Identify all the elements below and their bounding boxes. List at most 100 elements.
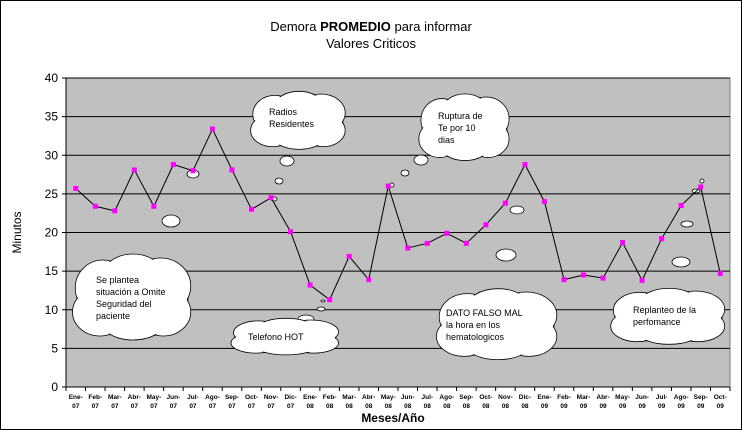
x-tick-label: 09 [619, 403, 627, 410]
data-point [405, 245, 411, 251]
x-tick-label: 08 [307, 403, 315, 410]
cloud-puff [161, 214, 181, 228]
x-tick-label: Mar- [342, 394, 356, 401]
x-tick-label: May- [146, 394, 161, 401]
annotation-text: paciente [96, 311, 130, 321]
x-tick-label: 07 [131, 403, 139, 410]
data-point [151, 203, 157, 209]
data-point [600, 275, 606, 281]
data-point [483, 222, 489, 228]
x-tick-label: Ago- [205, 394, 220, 401]
data-point [229, 167, 235, 173]
cloud-puff [671, 256, 691, 268]
data-point [170, 162, 176, 168]
data-point [385, 183, 391, 189]
y-tick-label: 5 [51, 341, 58, 355]
data-point [659, 236, 665, 242]
x-tick-label: Jul- [656, 394, 668, 401]
x-tick-label: 09 [560, 403, 568, 410]
cloud-fill [257, 338, 315, 354]
x-tick-label: 07 [170, 403, 178, 410]
y-tick-label: 25 [45, 187, 59, 201]
data-point [268, 195, 274, 201]
data-point [561, 277, 567, 283]
data-point [346, 253, 352, 259]
y-tick-label: 15 [45, 264, 59, 278]
x-tick-label: May- [381, 394, 396, 401]
x-tick-label: Ene- [537, 394, 551, 401]
x-tick-label: 07 [72, 403, 80, 410]
x-tick-label: 08 [346, 403, 354, 410]
annotation-cloud: Replanteo de la perfomance [610, 288, 726, 345]
cloud-puff [413, 154, 429, 166]
cloud-fill [640, 289, 698, 317]
x-tick-label: May- [615, 394, 630, 401]
data-point [522, 162, 528, 168]
x-tick-label: 08 [326, 403, 334, 410]
annotation-text: Ruptura de [438, 111, 483, 121]
cloud-puff [400, 169, 410, 177]
x-tick-label: Mar- [108, 394, 122, 401]
data-point [717, 270, 723, 276]
x-tick-label: 07 [209, 403, 217, 410]
y-tick-label: 0 [51, 380, 58, 394]
annotation-text: la hora en los [446, 320, 501, 330]
chart-title: Demora PROMEDIO para informar [270, 19, 472, 34]
data-point [678, 202, 684, 208]
x-tick-label: 08 [443, 403, 451, 410]
cloud-fill [275, 92, 323, 120]
x-tick-label: Sep- [225, 394, 239, 401]
data-point [131, 167, 137, 173]
cloud-puff [320, 299, 326, 303]
annotation-clouds: Radios Residentes Ruptura de Te por 10 dias S… [72, 90, 726, 361]
data-point [209, 126, 215, 132]
data-point [249, 206, 255, 212]
cloud-fill [103, 255, 163, 297]
x-tick-label: 07 [150, 403, 158, 410]
annotation-text: Replanteo de la [633, 305, 696, 315]
x-tick-label: Jun- [167, 394, 181, 401]
annotation-text: Se plantea [96, 275, 139, 285]
x-tick-label: 09 [580, 403, 588, 410]
series-path [75, 127, 721, 301]
x-tick-label: Feb- [557, 394, 571, 401]
data-point [698, 184, 704, 190]
x-tick-label: Abr- [596, 394, 609, 401]
series-line [73, 126, 723, 303]
annotation-text: situación a Omite [96, 287, 166, 297]
x-tick-label: 07 [267, 403, 275, 410]
x-tick-label: Oct- [714, 394, 727, 401]
x-tick-label: 08 [365, 403, 373, 410]
data-point [307, 282, 313, 288]
annotation-text: DATO FALSO MAL [446, 308, 523, 318]
annotation-cloud: Ruptura de Te por 10 dias [418, 93, 510, 161]
y-axis: 0 5 10 15 20 25 30 35 40 [45, 71, 67, 394]
annotation-text: perfomance [633, 317, 681, 327]
data-point [288, 229, 294, 235]
x-tick-label: 09 [639, 403, 647, 410]
x-axis-label: Meses/Año [361, 411, 424, 425]
y-tick-label: 35 [45, 110, 59, 124]
annotation-cloud: Telefono HOT [230, 317, 339, 356]
x-tick-label: 08 [385, 403, 393, 410]
x-tick-label: Ago- [674, 394, 689, 401]
x-tick-label: 07 [248, 403, 256, 410]
cloud-fill [468, 289, 528, 324]
data-point [112, 208, 118, 214]
x-tick-label: 09 [697, 403, 705, 410]
x-tick-label: Oct- [245, 394, 258, 401]
x-tick-label: 07 [287, 403, 295, 410]
x-tick-label: 08 [424, 403, 432, 410]
x-tick-label: Oct- [479, 394, 492, 401]
annotation-cloud: Radios Residentes [250, 90, 346, 150]
x-tick-label: 08 [482, 403, 490, 410]
cloud-puff [699, 178, 705, 184]
data-point [541, 199, 547, 205]
cloud-puff [279, 155, 295, 167]
x-tick-label: Jun- [401, 394, 415, 401]
x-tick-label: Ene- [69, 394, 83, 401]
cloud-puff [509, 205, 525, 215]
cloud-fill [273, 123, 325, 149]
